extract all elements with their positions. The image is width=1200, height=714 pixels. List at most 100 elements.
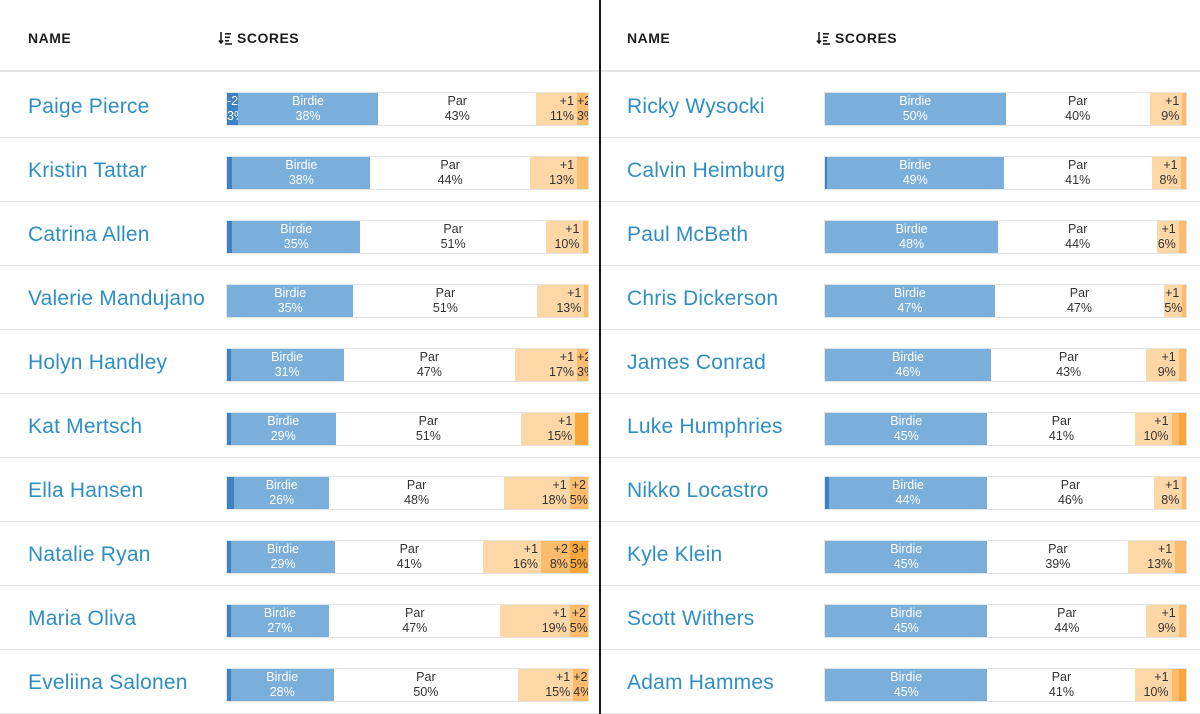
segment-percent: 35% <box>283 237 309 251</box>
segment-label: -2 <box>227 94 239 108</box>
segment-label: Birdie <box>890 542 923 556</box>
player-row[interactable]: Nikko Locastro Birdie 44% Par 46% +1 8% <box>601 458 1200 522</box>
par-segment: Par 48% <box>329 477 505 509</box>
segment-percent: 50% <box>413 685 439 699</box>
par-segment: Par 47% <box>343 349 516 381</box>
segment-percent: 18% <box>541 493 567 507</box>
right-leaderboard-panel: NAME SCORES Ricky Wysocki Birdie 50% Par 40%… <box>601 0 1200 714</box>
bogey-segment: +1 8% <box>1151 157 1181 189</box>
player-name-link[interactable]: Catrina Allen <box>28 222 150 246</box>
segment-percent: 47% <box>416 365 442 379</box>
par-segment: Par 47% <box>994 285 1165 317</box>
eagle-segment <box>227 669 231 701</box>
segment-percent: 5% <box>569 493 588 507</box>
player-name-link[interactable]: Luke Humphries <box>627 414 783 438</box>
player-row[interactable]: Natalie Ryan Birdie 29% Par 41% +1 16% +2 8% 3+ 5% <box>0 522 599 586</box>
player-name-link[interactable]: Holyn Handley <box>28 350 168 374</box>
segment-percent: 51% <box>432 301 458 315</box>
segment-percent: 29% <box>270 429 296 443</box>
player-name-link[interactable]: Kristin Tattar <box>28 158 148 182</box>
double-bogey-segment <box>1175 541 1186 573</box>
segment-label: Par <box>1058 350 1079 364</box>
par-segment: Par 51% <box>335 413 521 445</box>
segment-percent: 3% <box>577 365 588 379</box>
player-name-link[interactable]: Scott Withers <box>627 606 755 630</box>
sort-descending-icon[interactable] <box>816 31 830 45</box>
segment-percent: 8% <box>549 557 568 571</box>
player-name-link[interactable]: Ella Hansen <box>28 478 144 502</box>
birdie-segment: Birdie 49% <box>826 157 1004 189</box>
player-row[interactable]: Calvin Heimburg Birdie 49% Par 41% +1 8% <box>601 138 1200 202</box>
player-row[interactable]: Luke Humphries Birdie 45% Par 41% +1 10% <box>601 394 1200 458</box>
double-bogey-segment: +23% <box>577 349 588 381</box>
player-name-link[interactable]: James Conrad <box>627 350 766 374</box>
scores-header-label: SCORES <box>835 30 898 46</box>
player-row[interactable]: James Conrad Birdie 46% Par 43% +1 9% <box>601 330 1200 394</box>
player-name-link[interactable]: Ricky Wysocki <box>627 94 765 118</box>
segment-label: Par <box>1057 606 1077 620</box>
par-segment: Par 43% <box>378 93 537 125</box>
player-row[interactable]: Valerie Mandujano Birdie 35% Par 51% +1 13% <box>0 266 599 330</box>
name-column-header[interactable]: NAME <box>28 30 72 46</box>
player-name-link[interactable]: Kyle Klein <box>627 542 723 566</box>
player-name-link[interactable]: Valerie Mandujano <box>28 286 205 310</box>
segment-label: +1 <box>1165 94 1180 108</box>
player-name-link[interactable]: Paul McBeth <box>627 222 749 246</box>
player-name-link[interactable]: Adam Hammes <box>627 670 774 694</box>
score-distribution-bar: Birdie 45% Par 44% +1 9% <box>824 604 1187 638</box>
player-row[interactable]: Ella Hansen Birdie 26% Par 48% +1 18% +2 5% <box>0 458 599 522</box>
player-name-link[interactable]: Chris Dickerson <box>627 286 779 310</box>
segment-label: Par <box>399 542 420 556</box>
score-distribution-bar: Birdie 47% Par 47% +1 5% <box>824 284 1187 318</box>
name-column-header[interactable]: NAME <box>627 30 671 46</box>
segment-label: +1 <box>1163 158 1178 172</box>
score-distribution-bar: Birdie 45% Par 41% +1 10% <box>824 412 1187 446</box>
segment-percent: 46% <box>1057 493 1083 507</box>
segment-label: Birdie <box>263 606 296 620</box>
segment-percent: 27% <box>267 621 293 635</box>
player-name-link[interactable]: Kat Mertsch <box>28 414 143 438</box>
segment-percent: 4% <box>573 685 588 699</box>
player-name-link[interactable]: Calvin Heimburg <box>627 158 786 182</box>
player-name-link[interactable]: Eveliina Salonen <box>28 670 188 694</box>
segment-label: 3+ <box>571 542 586 556</box>
player-row[interactable]: Kristin Tattar Birdie 38% Par 44% +1 13% <box>0 138 599 202</box>
segment-percent: 16% <box>513 557 539 571</box>
sort-descending-icon[interactable] <box>218 31 232 45</box>
segment-percent: 41% <box>1048 429 1074 443</box>
scores-column-header[interactable]: SCORES <box>218 30 299 46</box>
double-bogey-segment <box>1178 221 1186 253</box>
segment-percent: 41% <box>396 557 422 571</box>
segment-label: +1 <box>1165 478 1180 492</box>
segment-label: Birdie <box>266 542 299 556</box>
segment-label: Par <box>418 414 439 428</box>
player-row[interactable]: Chris Dickerson Birdie 47% Par 47% +1 5% <box>601 266 1200 330</box>
segment-label: Par <box>1067 94 1088 108</box>
segment-label: Par <box>406 478 427 492</box>
player-name-link[interactable]: Nikko Locastro <box>627 478 769 502</box>
segment-percent: 38% <box>288 173 314 187</box>
player-row[interactable]: Adam Hammes Birdie 45% Par 41% +1 10% <box>601 650 1200 714</box>
player-name-link[interactable]: Paige Pierce <box>28 94 150 118</box>
player-row[interactable]: Kat Mertsch Birdie 29% Par 51% +1 15% <box>0 394 599 458</box>
bogey-segment: +1 5% <box>1164 285 1183 317</box>
player-row[interactable]: Kyle Klein Birdie 45% Par 39% +1 13% <box>601 522 1200 586</box>
segment-percent: 10% <box>1143 429 1169 443</box>
player-row[interactable]: Paul McBeth Birdie 48% Par 44% +1 6% <box>601 202 1200 266</box>
player-row[interactable]: Maria Oliva Birdie 27% Par 47% +1 19% +2 5% <box>0 586 599 650</box>
player-row[interactable]: Catrina Allen Birdie 35% Par 51% +1 10% <box>0 202 599 266</box>
birdie-segment: Birdie 35% <box>227 285 354 317</box>
player-name-link[interactable]: Maria Oliva <box>28 606 137 630</box>
player-row[interactable]: Scott Withers Birdie 45% Par 44% +1 9% <box>601 586 1200 650</box>
segment-percent: 45% <box>893 557 919 571</box>
segment-percent: 40% <box>1065 109 1091 123</box>
birdie-segment: Birdie 29% <box>230 541 336 573</box>
scores-column-header[interactable]: SCORES <box>816 30 897 46</box>
player-row[interactable]: Ricky Wysocki Birdie 50% Par 40% +1 9% <box>601 74 1200 138</box>
bogey-segment: +1 10% <box>546 221 583 253</box>
player-name-link[interactable]: Natalie Ryan <box>28 542 151 566</box>
bogey-segment: +1 9% <box>1146 349 1179 381</box>
